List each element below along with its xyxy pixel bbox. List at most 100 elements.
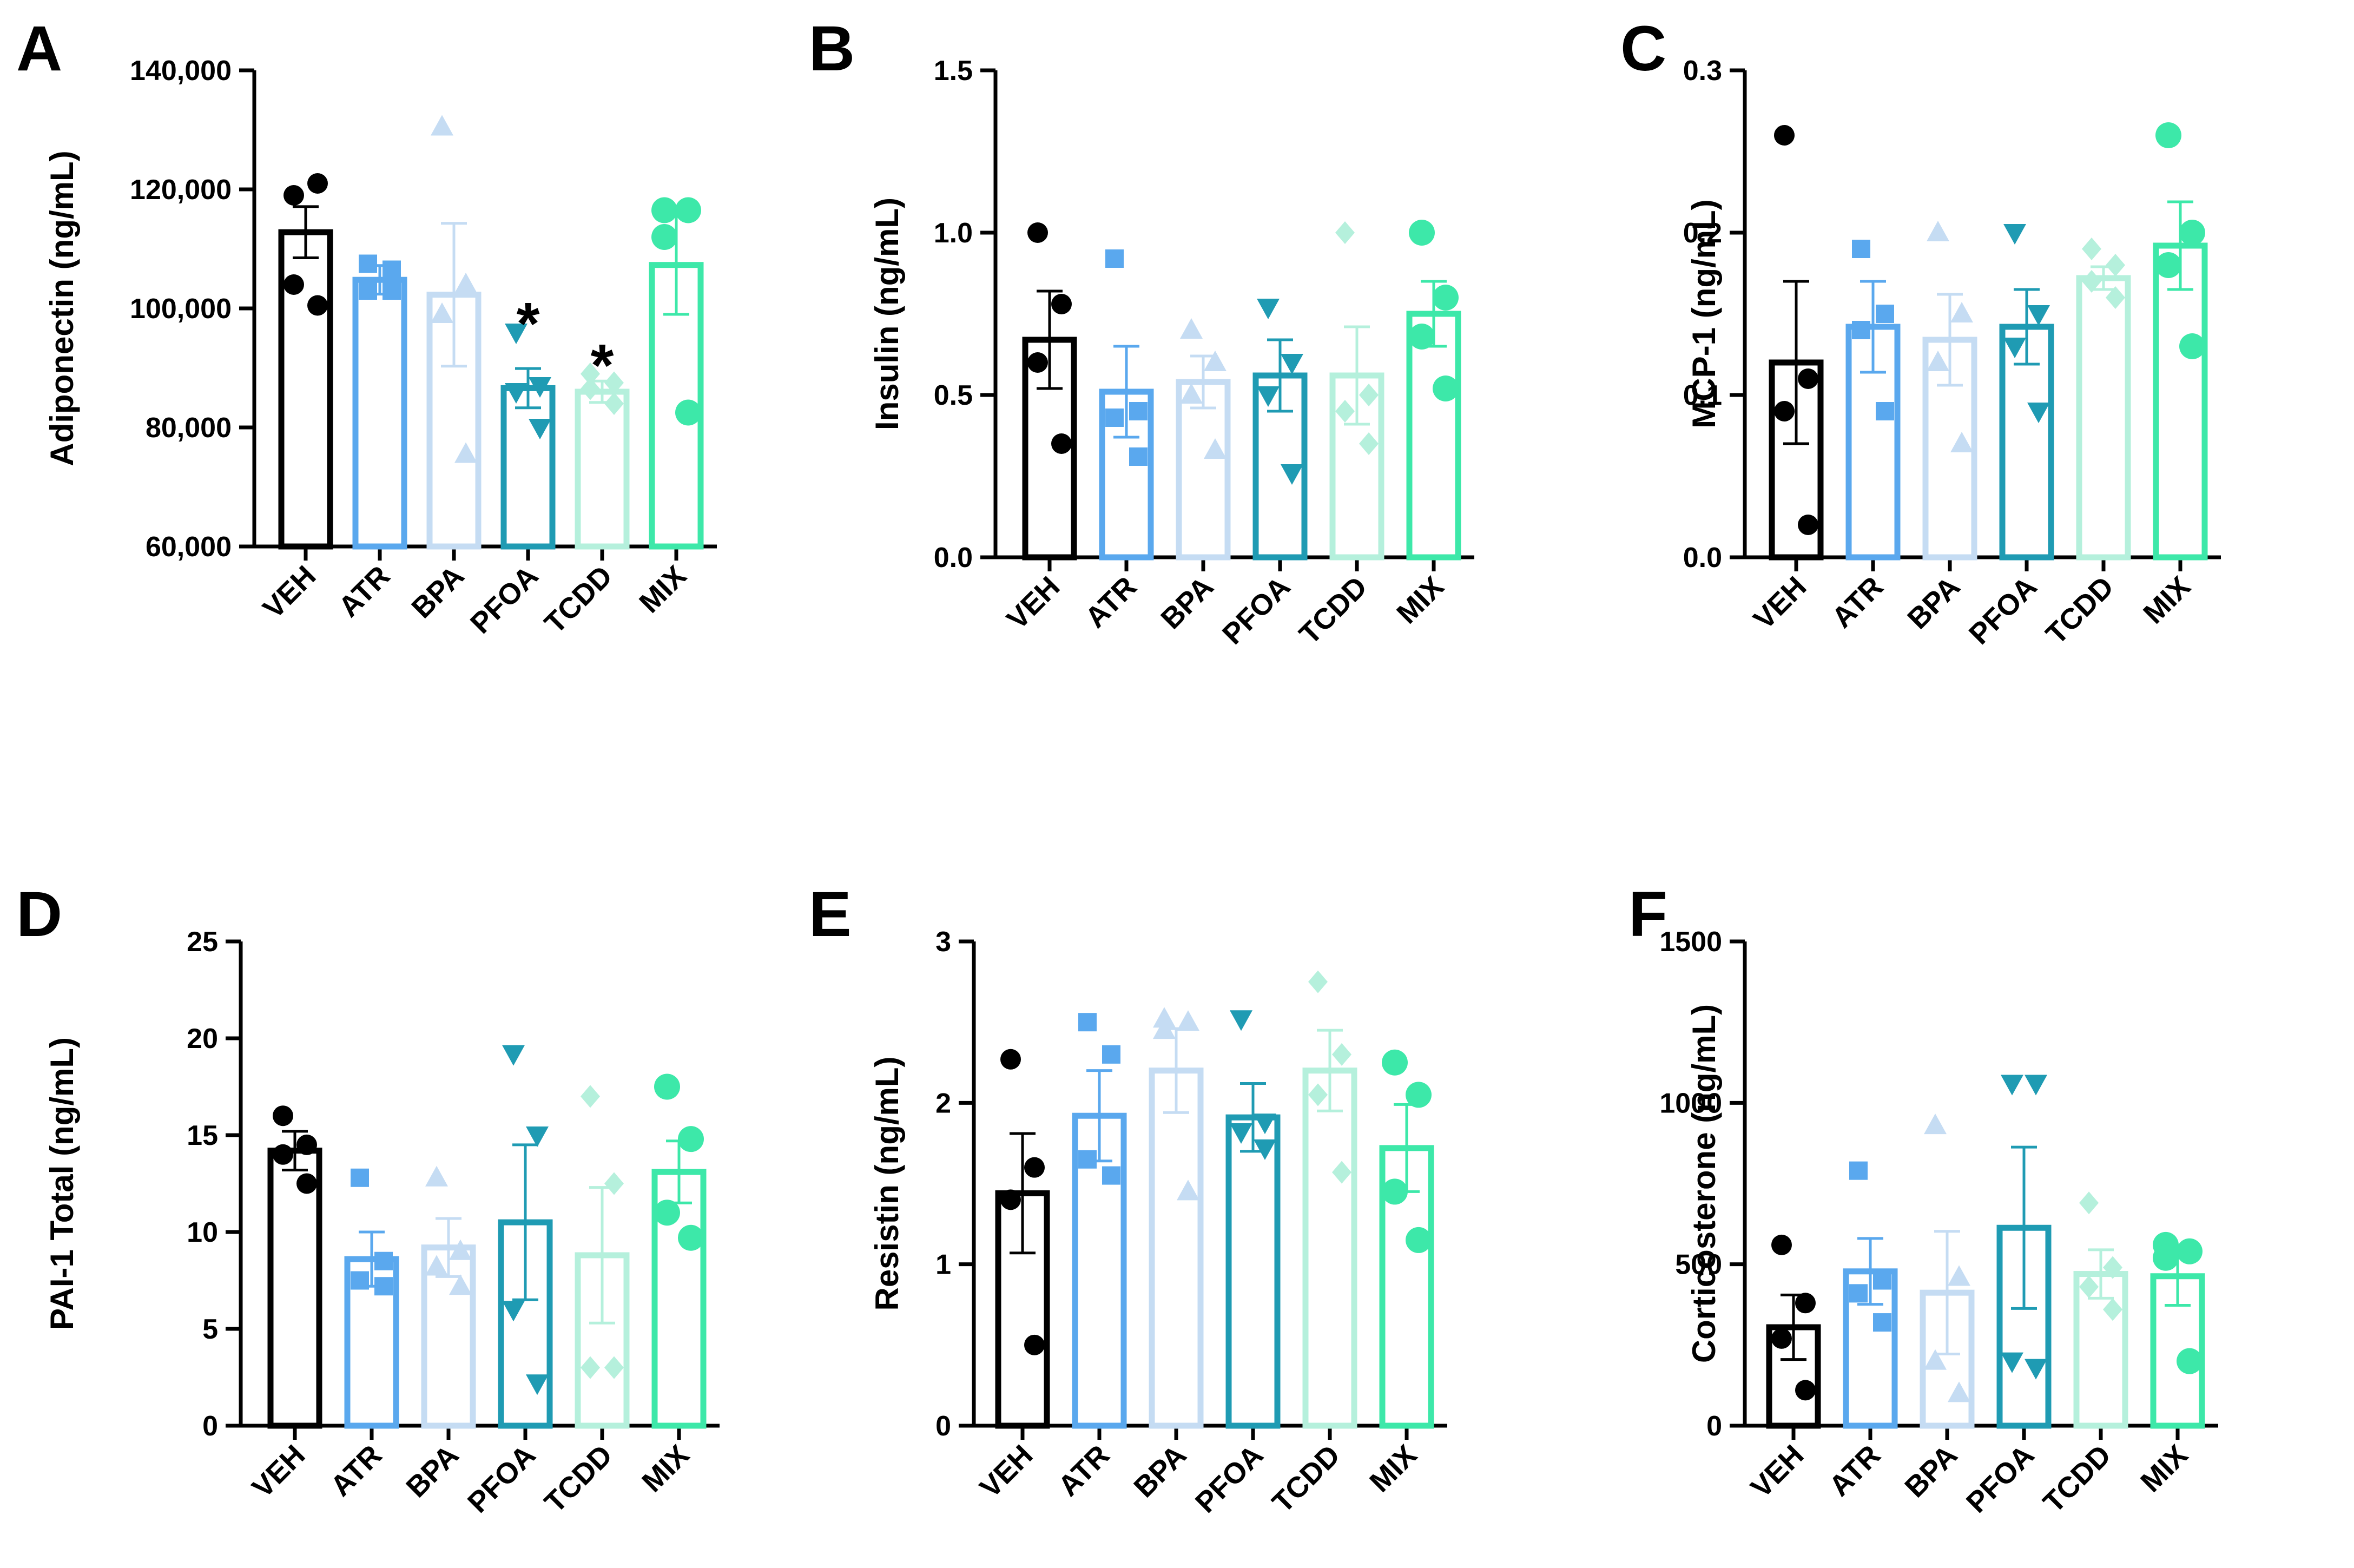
x-tick-label: BPA [1898, 1439, 1963, 1504]
data-point [1798, 515, 1818, 535]
data-point [2106, 254, 2125, 276]
data-point [2001, 1075, 2023, 1096]
significance-marker: * [517, 291, 540, 357]
y-axis-title: Corticosterone (ng/mL) [1686, 1004, 1722, 1363]
x-tick-label: ATR [332, 559, 396, 623]
bar-group-atr: ATR [1823, 1161, 1898, 1503]
data-point [1795, 1380, 1816, 1401]
data-point [1927, 351, 1949, 371]
data-point [307, 173, 328, 194]
data-point [1852, 240, 1870, 258]
data-point [1876, 402, 1894, 420]
data-point [1433, 285, 1459, 311]
data-point [2082, 270, 2101, 293]
data-point [359, 254, 377, 273]
bar-group-mix: MIX [636, 1073, 707, 1498]
data-point [1027, 352, 1048, 373]
data-point [1335, 221, 1355, 244]
panel-f: F Corticosterone (ng/mL) 0 500 1000 1500 VEH AT… [1628, 879, 2218, 1519]
bar-group-veh: VEH [246, 1105, 322, 1504]
data-point [581, 377, 600, 400]
bar-group-veh: VEH [974, 1049, 1050, 1504]
x-tick-label: PFOA [1189, 1439, 1270, 1519]
data-point [1230, 1010, 1252, 1031]
bar-group-veh: VEH [1001, 222, 1077, 636]
x-tick-label: TCDD [2040, 570, 2120, 650]
data-point [2177, 1348, 2203, 1374]
x-tick-label: BPA [1901, 570, 1966, 635]
data-point [1257, 386, 1280, 407]
data-point [1102, 1045, 1120, 1064]
x-tick-label: BPA [405, 559, 470, 624]
bar-group-bpa: BPA [400, 1165, 476, 1504]
data-point [1000, 1189, 1021, 1210]
data-point [604, 392, 624, 415]
bar [1302, 1068, 1357, 1429]
data-point [1024, 1334, 1045, 1355]
data-point [449, 1274, 472, 1295]
data-point [1332, 1161, 1351, 1184]
data-point [1771, 1234, 1792, 1255]
bar-group-atr: ATR [1052, 1013, 1127, 1503]
data-point [1433, 375, 1459, 401]
data-point [1798, 368, 1818, 389]
y-tick-label: 80,000 [146, 412, 232, 444]
data-point [1177, 1180, 1199, 1201]
y-tick-label: 0.1 [1683, 380, 1722, 411]
data-point [425, 1255, 448, 1276]
data-point [283, 185, 304, 206]
data-point [2179, 220, 2205, 246]
data-point [374, 1277, 393, 1296]
data-point [2079, 1275, 2099, 1299]
data-point [1180, 318, 1203, 339]
data-point [1153, 1007, 1176, 1028]
data-point [1873, 1271, 1891, 1290]
data-point [1876, 305, 1894, 323]
y-tick-label: 0.0 [1683, 542, 1722, 574]
data-point [529, 377, 551, 398]
data-point [1852, 321, 1870, 339]
data-point [1849, 1161, 1868, 1180]
data-point [2003, 224, 2026, 245]
data-point [383, 260, 401, 279]
y-tick-label: 3 [935, 926, 951, 958]
panel-letter: B [809, 13, 855, 84]
bar-group-atr: ATR [332, 254, 407, 623]
data-point [1129, 447, 1148, 466]
bar [1225, 1114, 1281, 1429]
data-point [581, 363, 600, 385]
data-point [296, 1173, 317, 1194]
x-tick-label: PFOA [461, 1439, 542, 1519]
data-point [502, 1301, 525, 1322]
y-tick-label: 0.0 [934, 542, 973, 574]
x-tick-label: MIX [1390, 570, 1450, 630]
data-point [1102, 1166, 1120, 1185]
data-point [1180, 383, 1203, 404]
data-point [1406, 1082, 1432, 1108]
data-point [2153, 1244, 2179, 1271]
data-point [2025, 1075, 2047, 1096]
data-point [1230, 1123, 1252, 1144]
data-point [1204, 438, 1227, 459]
significance-marker: * [591, 332, 614, 399]
bar-group-mix: MIX [2134, 1231, 2205, 1498]
data-point [581, 1085, 600, 1108]
y-tick-label: 0.2 [1683, 218, 1722, 249]
data-point [1924, 1349, 1947, 1370]
data-point [1927, 221, 1949, 241]
data-point [651, 197, 677, 223]
data-point [449, 1239, 472, 1260]
x-tick-label: ATR [1823, 1439, 1887, 1503]
data-point [651, 224, 677, 250]
bar [2076, 275, 2131, 561]
bar [575, 388, 630, 550]
y-tick-label: 1000 [1659, 1088, 1722, 1119]
bar-group-bpa: BPA [1155, 318, 1231, 635]
y-tick-label: 60,000 [146, 531, 232, 563]
data-point [1254, 1114, 1276, 1135]
bar-group-atr: ATR [324, 1168, 399, 1503]
data-point [296, 1134, 317, 1155]
data-point [1105, 409, 1124, 427]
data-point [283, 274, 304, 295]
